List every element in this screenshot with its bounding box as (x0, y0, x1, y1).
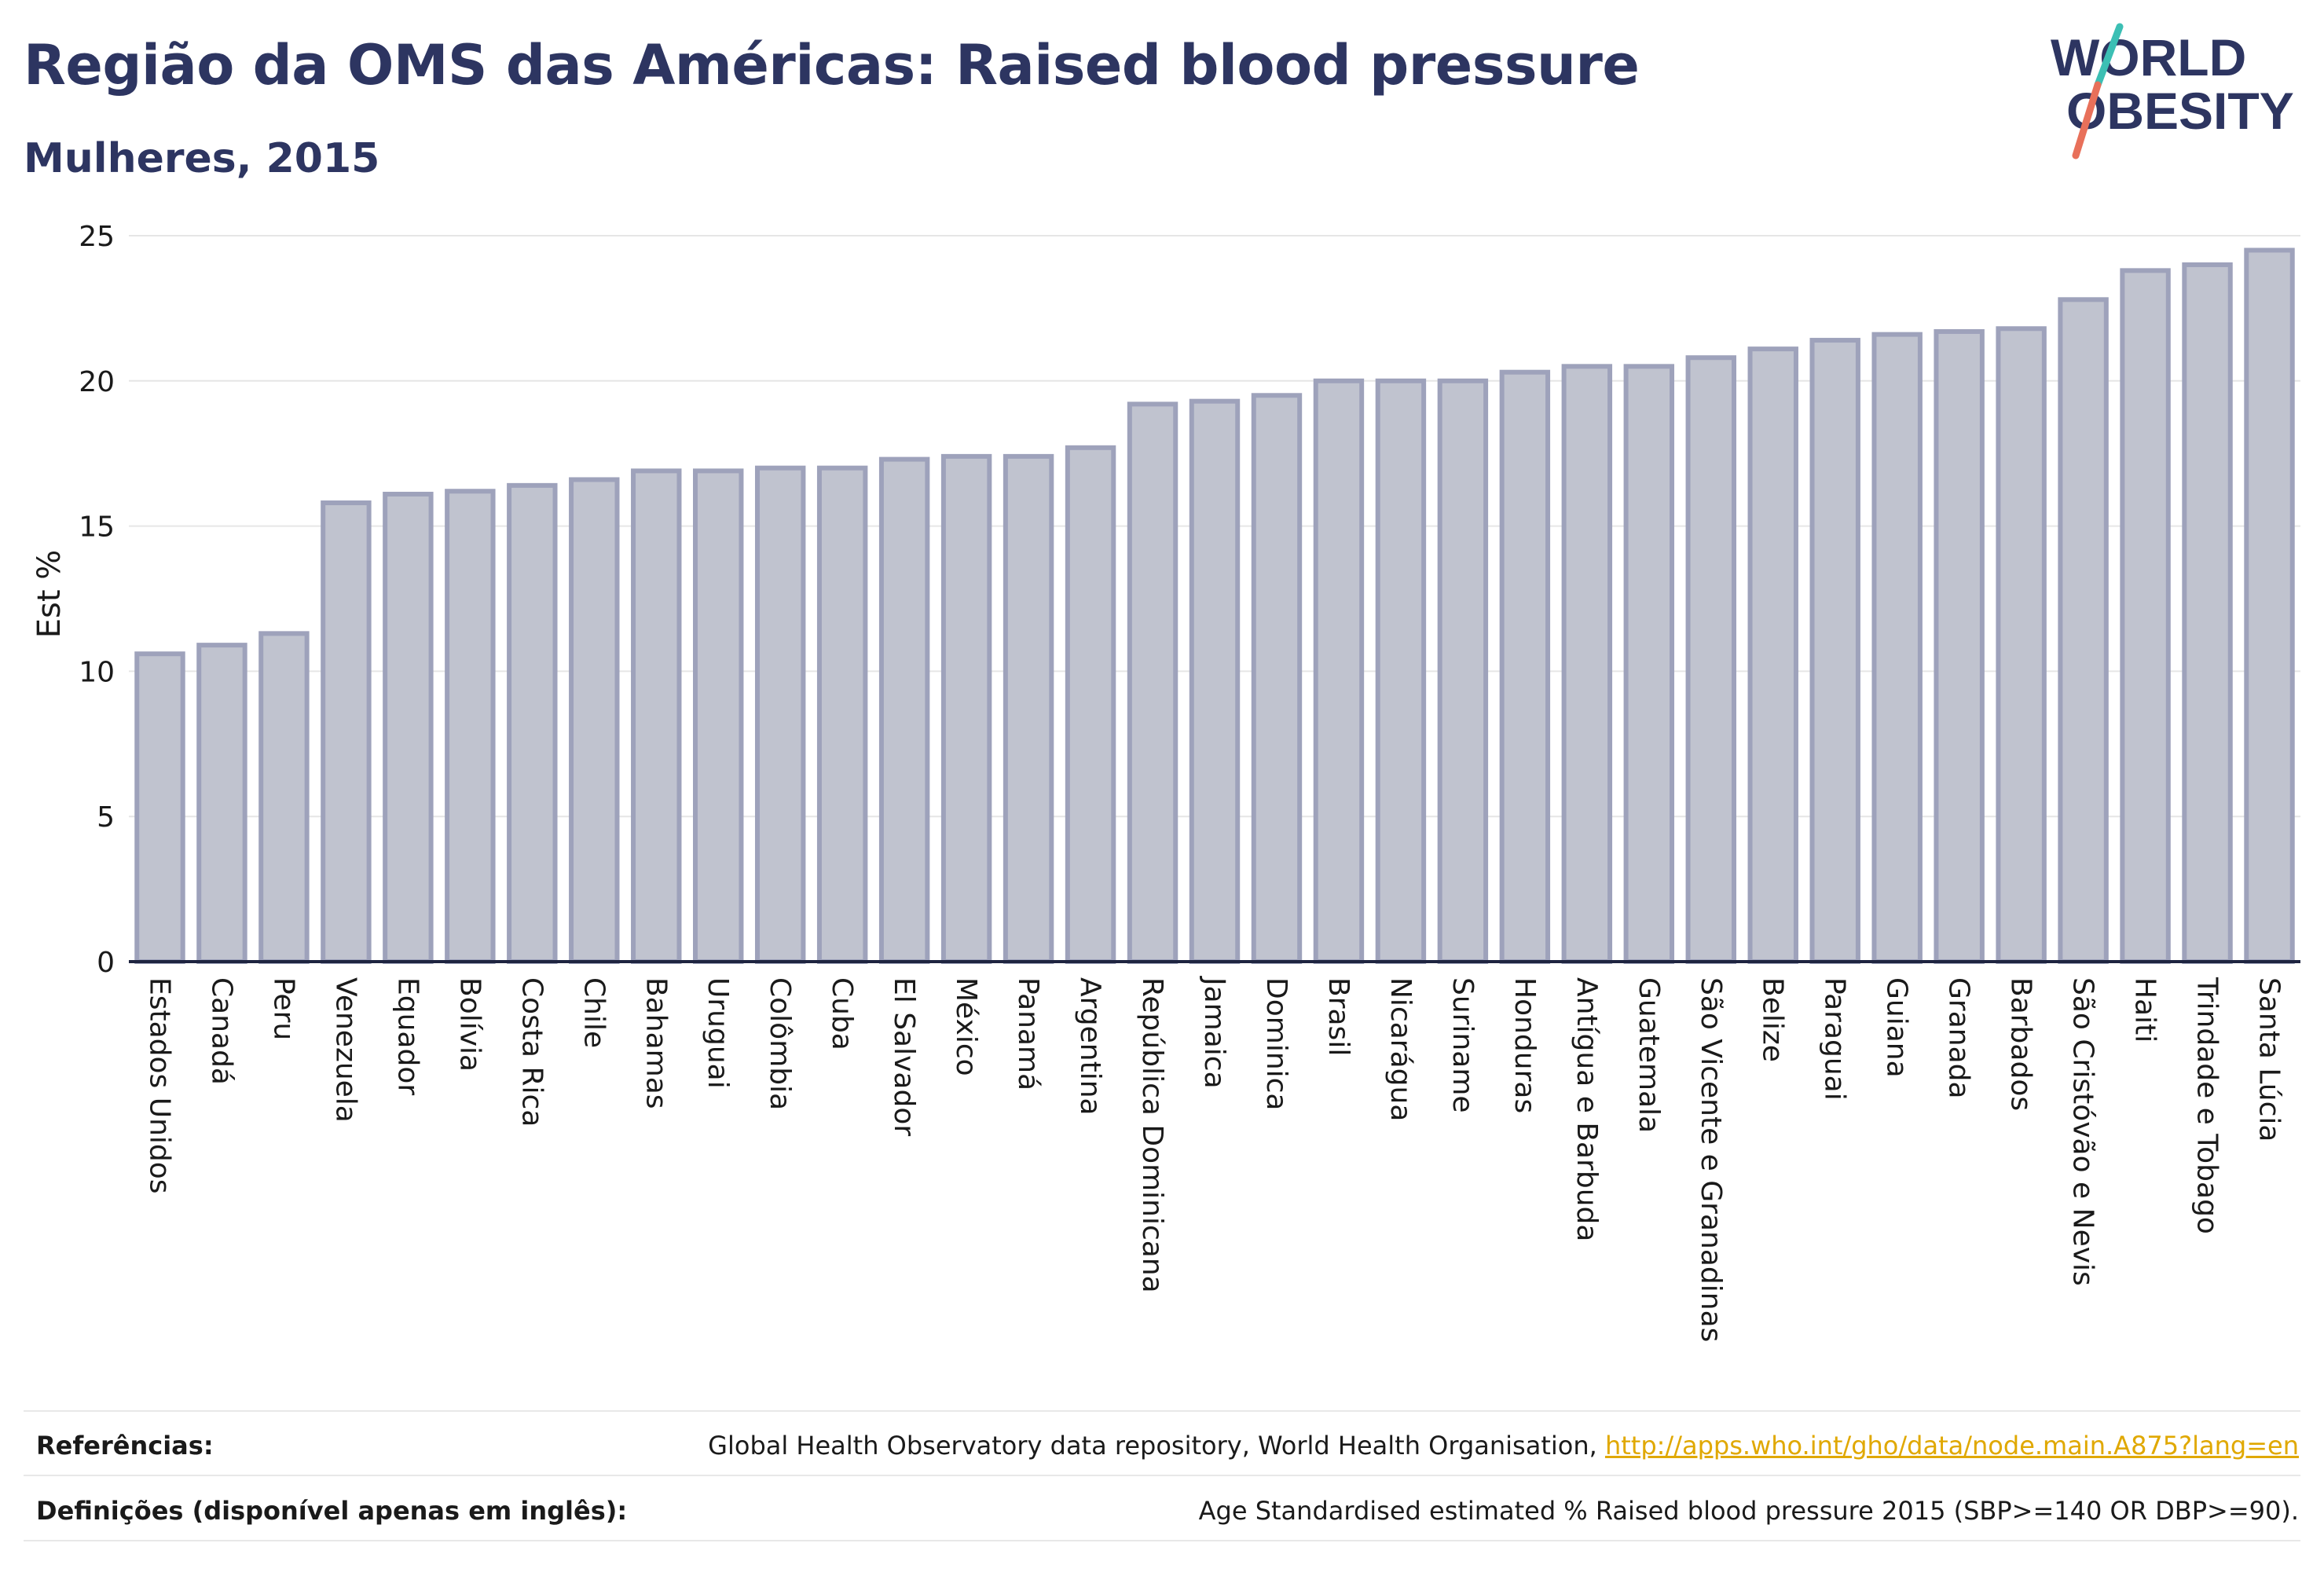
bar[interactable] (196, 643, 247, 964)
bar[interactable] (1189, 398, 1241, 964)
x-tick-label: São Vicente e Granadinas (1695, 977, 1727, 1342)
bar[interactable] (2058, 297, 2109, 964)
bar[interactable] (1809, 338, 1860, 964)
x-tick-label: Bolívia (453, 977, 486, 1072)
x-tick-label: Granada (1943, 977, 1975, 1099)
bar[interactable] (507, 482, 558, 964)
bar[interactable] (321, 500, 372, 964)
bar[interactable] (1747, 346, 1798, 965)
bar[interactable] (1437, 378, 1489, 964)
chart-title: Região da OMS das Américas: Raised blood… (24, 33, 1640, 97)
x-tick-label: Peru (267, 977, 299, 1040)
x-tick-label: Barbados (2005, 977, 2037, 1111)
x-tick-label: El Salvador (888, 977, 920, 1136)
bar[interactable] (1685, 355, 1736, 964)
bar[interactable] (754, 465, 806, 964)
x-tick-label: Guatemala (1633, 977, 1665, 1133)
logo-slash-top (2094, 23, 2124, 89)
bar[interactable] (2182, 262, 2233, 964)
references-label: Referências: (36, 1431, 214, 1461)
x-tick-label: Uruguai (702, 977, 734, 1089)
y-tick-label: 5 (97, 801, 115, 834)
definitions-label: Definições (disponível apenas em inglês)… (36, 1496, 628, 1526)
bar[interactable] (445, 489, 496, 964)
bar[interactable] (1871, 332, 1923, 964)
bar[interactable] (631, 468, 682, 964)
bar[interactable] (569, 477, 620, 964)
x-tick-label: Haiti (2129, 977, 2161, 1043)
bar[interactable] (134, 651, 185, 964)
bar[interactable] (693, 468, 744, 964)
footer-divider-middle (24, 1475, 2300, 1476)
footer-definitions: Definições (disponível apenas em inglês)… (36, 1487, 2299, 1534)
x-tick-label: Trindade e Tobago (2191, 977, 2223, 1234)
x-tick-label: Estados Unidos (143, 977, 175, 1194)
bar[interactable] (383, 491, 434, 964)
y-tick-label: 25 (79, 221, 115, 253)
bar[interactable] (1375, 378, 1427, 964)
footer-references: Referências: Global Health Observatory d… (36, 1422, 2299, 1469)
x-tick-label: Paraguai (1819, 977, 1851, 1101)
x-tick-label: Honduras (1508, 977, 1541, 1113)
world-obesity-logo: WORLD OBESITY (2051, 23, 2294, 159)
x-tick-label: Jamaica (1198, 976, 1230, 1089)
x-tick-label: Dominica (1260, 977, 1292, 1111)
x-tick-label: Equador (391, 977, 423, 1095)
bar-chart: 0 5 10 15 20 25 Estados Unidos Canadá Peru Venezu… (31, 221, 2300, 1342)
bar[interactable] (940, 453, 992, 964)
bars (134, 247, 2295, 965)
x-tick-label: México (950, 977, 982, 1076)
bar[interactable] (1313, 378, 1365, 964)
x-tick-label: República Dominicana (1136, 977, 1168, 1293)
x-tick-label: Costa Rica (515, 977, 548, 1127)
bar[interactable] (1996, 326, 2047, 965)
x-tick-label: Suriname (1446, 977, 1479, 1113)
x-tick-label: Venezuela (329, 977, 361, 1123)
definitions-text: Age Standardised estimated % Raised bloo… (1198, 1496, 2299, 1526)
y-tick-label: 0 (97, 947, 115, 979)
bar[interactable] (258, 631, 310, 964)
x-tick-label: Cuba (826, 977, 858, 1050)
bar[interactable] (1251, 393, 1303, 964)
bar[interactable] (1934, 328, 1985, 964)
references-text: Global Health Observatory data repositor… (708, 1431, 1605, 1461)
references-link[interactable]: http://apps.who.int/gho/data/node.main.A… (1604, 1431, 2299, 1461)
y-axis-label: Est % (31, 550, 68, 639)
bar[interactable] (1561, 364, 1613, 964)
x-tick-label: Antígua e Barbuda (1571, 977, 1603, 1241)
x-tick-label: Brasil (1322, 977, 1354, 1056)
bar[interactable] (1499, 369, 1551, 965)
x-tick-label: Nicarágua (1384, 977, 1417, 1121)
x-tick-label: Argentina (1074, 977, 1106, 1116)
x-tick-label: Bahamas (640, 977, 672, 1109)
x-tick-label: Panamá (1012, 977, 1044, 1090)
bar[interactable] (816, 465, 868, 964)
bar[interactable] (1003, 453, 1054, 964)
y-tick-label: 10 (79, 656, 115, 688)
bar[interactable] (2244, 247, 2295, 965)
bar[interactable] (2120, 268, 2171, 964)
x-tick-label: São Cristóvão e Nevis (2067, 977, 2099, 1286)
axes: 0 5 10 15 20 25 Estados Unidos Canadá Peru Venezu… (79, 221, 2300, 1342)
x-tick-label: Colômbia (764, 977, 796, 1110)
footer-divider-bottom (24, 1540, 2300, 1541)
x-tick-label: Chile (577, 977, 610, 1048)
bar[interactable] (1065, 445, 1116, 964)
x-tick-label: Santa Lúcia (2253, 977, 2286, 1142)
references-value: Global Health Observatory data repositor… (708, 1431, 2299, 1461)
bar[interactable] (1623, 364, 1675, 964)
logo-line-1: WORLD (2051, 28, 2246, 86)
bar[interactable] (878, 456, 930, 964)
x-tick-label: Canadá (205, 977, 237, 1085)
bar[interactable] (1127, 401, 1178, 964)
footer-divider-top (24, 1410, 2300, 1412)
logo-line-2: OBESITY (2066, 82, 2294, 140)
y-tick-label: 20 (79, 366, 115, 398)
x-tick-label: Belize (1757, 977, 1789, 1062)
chart-subtitle: Mulheres, 2015 (24, 135, 380, 182)
y-tick-label: 15 (79, 511, 115, 544)
x-tick-label: Guiana (1881, 977, 1913, 1078)
logo-slash-bottom (2072, 81, 2102, 159)
